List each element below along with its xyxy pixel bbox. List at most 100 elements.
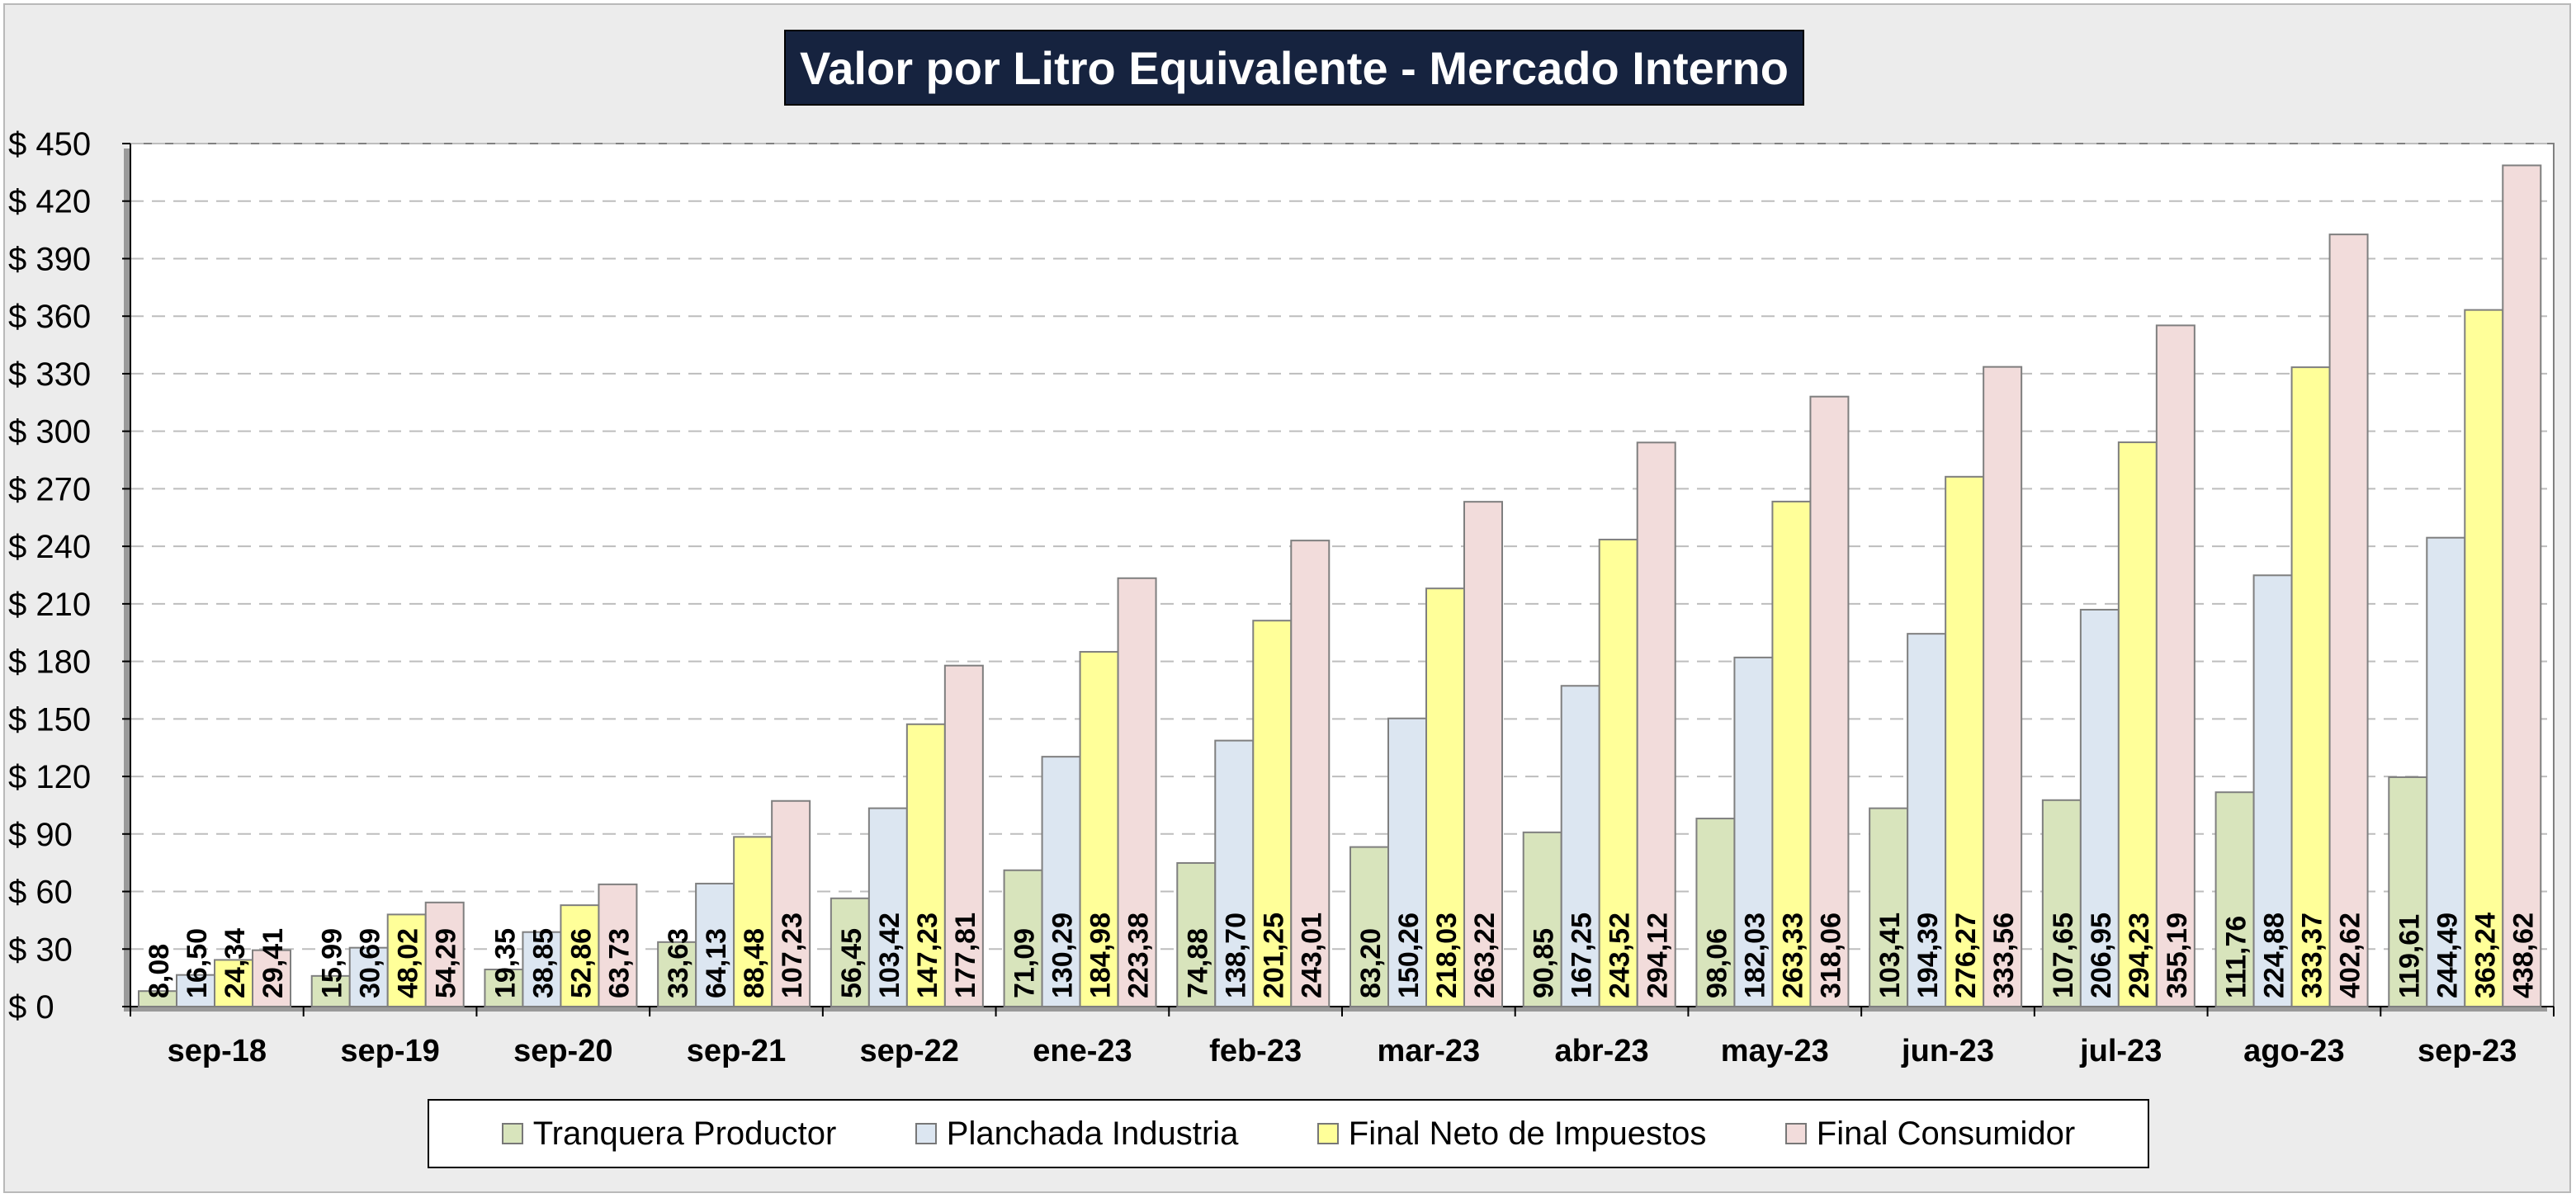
legend-item: Final Neto de Impuestos bbox=[1316, 1115, 1707, 1153]
data-label: 8,08 bbox=[144, 944, 175, 998]
bar bbox=[2214, 791, 2255, 1007]
data-label: 52,86 bbox=[565, 928, 597, 998]
data-label: 119,61 bbox=[2394, 914, 2425, 998]
data-label: 64,13 bbox=[701, 928, 732, 998]
data-label: 74,88 bbox=[1182, 928, 1213, 998]
data-label: 402,62 bbox=[2335, 913, 2366, 998]
bar bbox=[1733, 656, 1774, 1007]
data-label: 244,49 bbox=[2432, 913, 2463, 998]
data-label: 30,69 bbox=[355, 928, 386, 998]
bar bbox=[2079, 608, 2120, 1008]
x-tick-label: sep-19 bbox=[340, 1034, 439, 1068]
y-tick-label: $ 420 bbox=[8, 184, 91, 220]
bar bbox=[1869, 807, 1909, 1008]
legend-item: Final Consumidor bbox=[1784, 1115, 2075, 1153]
chart-title: Valor por Litro Equivalente - Mercado In… bbox=[784, 30, 1804, 106]
bar bbox=[1771, 500, 1812, 1007]
data-label: 206,95 bbox=[2086, 913, 2117, 998]
x-tick-label: jun-23 bbox=[1901, 1034, 1994, 1068]
legend-item: Planchada Industria bbox=[915, 1115, 1238, 1153]
y-tick-label: $ 360 bbox=[8, 299, 91, 335]
data-label: 276,27 bbox=[1950, 913, 1982, 998]
bar bbox=[733, 836, 773, 1007]
x-tick-label: sep-23 bbox=[2418, 1034, 2517, 1068]
data-label: 24,34 bbox=[220, 928, 251, 998]
x-tick-label: ene-23 bbox=[1033, 1034, 1132, 1068]
data-label: 333,56 bbox=[1988, 913, 2020, 998]
legend-item: Tranquera Productor bbox=[501, 1115, 837, 1153]
legend-swatch bbox=[1316, 1123, 1339, 1144]
data-label: 16,50 bbox=[182, 928, 213, 998]
data-label: 201,25 bbox=[1258, 913, 1289, 998]
bar bbox=[1425, 587, 1465, 1007]
data-label: 54,29 bbox=[431, 928, 462, 998]
bar bbox=[1560, 685, 1600, 1008]
data-label: 33,63 bbox=[663, 928, 694, 998]
data-label: 218,03 bbox=[1431, 913, 1463, 998]
data-label: 111,76 bbox=[2221, 916, 2252, 998]
legend-label: Tranquera Productor bbox=[532, 1115, 837, 1152]
bar bbox=[2041, 799, 2082, 1007]
data-label: 38,85 bbox=[527, 928, 559, 998]
x-tick-label: mar-23 bbox=[1378, 1034, 1481, 1068]
data-label: 63,73 bbox=[603, 928, 635, 998]
bar bbox=[522, 931, 562, 1007]
data-label: 98,06 bbox=[1701, 928, 1732, 998]
y-tick-label: $ 450 bbox=[8, 126, 91, 163]
x-tick-label: abr-23 bbox=[1555, 1034, 1649, 1068]
bar bbox=[2328, 233, 2369, 1007]
y-tick-label: $ 90 bbox=[8, 817, 73, 853]
data-label: 294,23 bbox=[2124, 913, 2155, 998]
bar bbox=[2155, 324, 2196, 1008]
data-label: 263,22 bbox=[1469, 913, 1501, 998]
data-label: 107,65 bbox=[2048, 913, 2079, 998]
bar bbox=[348, 946, 389, 1008]
legend-swatch bbox=[915, 1123, 937, 1144]
x-tick-label: jul-23 bbox=[2079, 1034, 2162, 1068]
y-tick-label: $ 330 bbox=[8, 356, 91, 393]
bar bbox=[771, 799, 811, 1007]
bar bbox=[1695, 818, 1736, 1008]
data-label: 29,41 bbox=[258, 928, 289, 998]
bar bbox=[1809, 395, 1850, 1007]
bar bbox=[943, 664, 984, 1008]
data-label: 90,85 bbox=[1529, 928, 1560, 998]
y-tick-label: $ 390 bbox=[8, 241, 91, 277]
data-label: 103,41 bbox=[1874, 913, 1906, 998]
bar bbox=[867, 807, 908, 1007]
bar bbox=[310, 974, 351, 1008]
y-tick-label: $ 30 bbox=[8, 932, 73, 968]
bar bbox=[176, 974, 215, 1007]
y-tick-label: $ 120 bbox=[8, 759, 91, 795]
chart-legend: Tranquera Productor Planchada Industria Fi… bbox=[428, 1099, 2149, 1168]
data-label: 83,20 bbox=[1355, 928, 1387, 998]
bar bbox=[252, 949, 291, 1007]
legend-label: Final Neto de Impuestos bbox=[1348, 1115, 1707, 1152]
bar bbox=[1349, 846, 1389, 1007]
bar bbox=[1387, 717, 1427, 1008]
data-label: 333,37 bbox=[2297, 913, 2328, 998]
bar bbox=[484, 969, 524, 1007]
y-tick-label: $ 0 bbox=[8, 989, 54, 1026]
data-label: 48,02 bbox=[393, 928, 424, 998]
bar bbox=[1463, 501, 1503, 1007]
data-label: 263,33 bbox=[1777, 913, 1808, 998]
data-label: 147,23 bbox=[912, 913, 943, 998]
bar bbox=[598, 883, 638, 1007]
y-tick-label: $ 300 bbox=[8, 414, 91, 450]
data-label: 294,12 bbox=[1642, 913, 1674, 998]
bar bbox=[1176, 861, 1217, 1007]
bar bbox=[214, 959, 253, 1007]
y-tick-label: $ 270 bbox=[8, 471, 91, 507]
x-tick-label: feb-23 bbox=[1209, 1034, 1302, 1068]
bar bbox=[1252, 620, 1293, 1007]
data-label: 182,03 bbox=[1739, 913, 1770, 998]
data-label: 56,45 bbox=[836, 928, 867, 998]
x-tick-label: sep-18 bbox=[168, 1034, 267, 1068]
x-tick-label: sep-22 bbox=[860, 1034, 959, 1068]
data-label: 15,99 bbox=[317, 928, 348, 998]
bar bbox=[1636, 441, 1676, 1007]
data-label: 103,42 bbox=[874, 913, 905, 998]
bar bbox=[1983, 366, 2023, 1007]
